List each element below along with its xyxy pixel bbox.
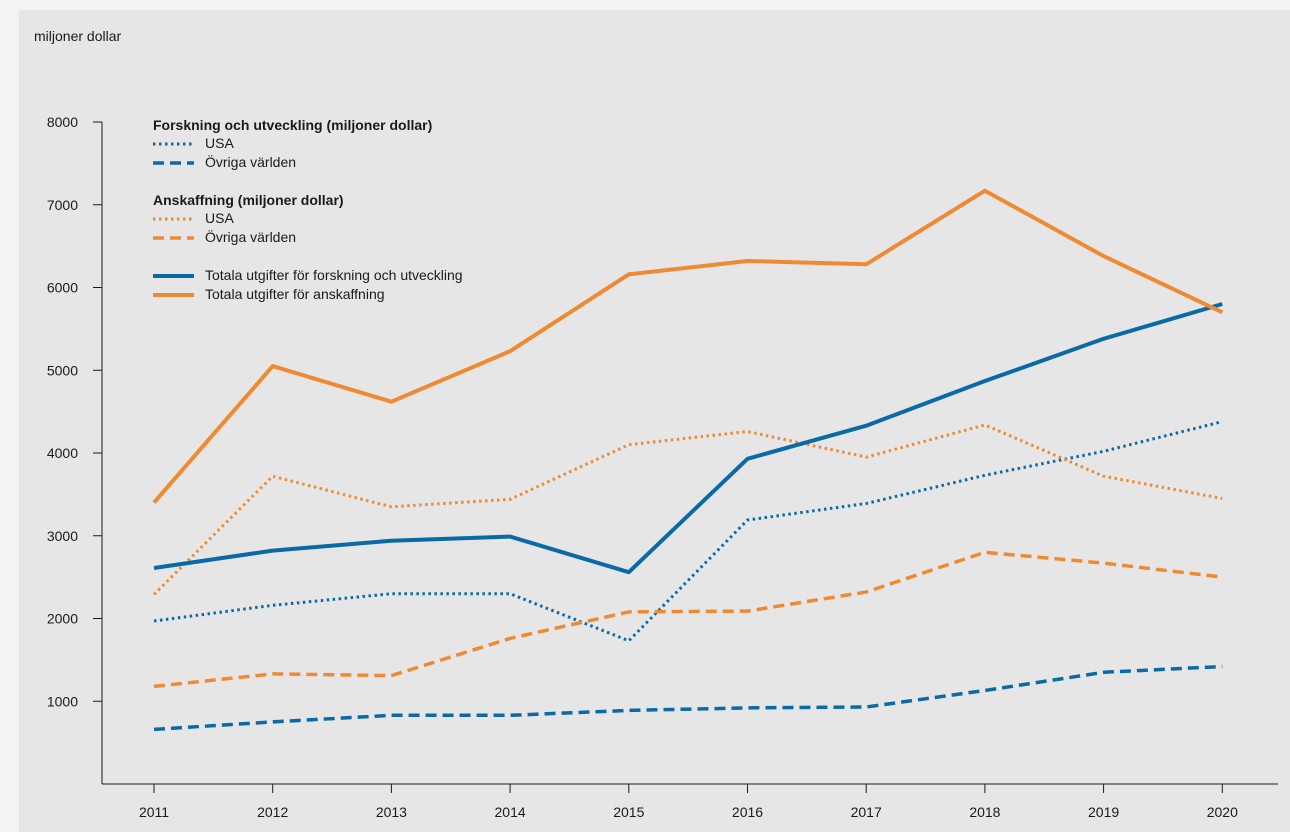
axis-ticks: 1000 2000 3000 4000 5000 6000 7000 8000 2011 2012… xyxy=(47,114,1238,820)
legend-label: Totala utgifter för anskaffning xyxy=(205,286,385,302)
series-line-4 xyxy=(153,302,1223,575)
series-line-5 xyxy=(152,188,1224,504)
legend-label: USA xyxy=(205,210,234,226)
legend-heading: Forskning och utveckling (miljoner dolla… xyxy=(153,117,432,133)
y-tick-label: 6000 xyxy=(47,280,78,296)
x-tick-label: 2020 xyxy=(1207,804,1238,820)
legend-label: USA xyxy=(205,135,234,151)
legend-label: Totala utgifter för forskning och utveck… xyxy=(205,267,463,283)
x-tick-label: 2019 xyxy=(1088,804,1119,820)
x-tick-label: 2012 xyxy=(257,804,288,820)
y-tick-label: 2000 xyxy=(47,611,78,627)
x-tick-label: 2014 xyxy=(495,804,526,820)
y-tick-label: 5000 xyxy=(47,362,78,378)
x-tick-label: 2013 xyxy=(376,804,407,820)
y-tick-label: 7000 xyxy=(47,197,78,213)
x-tick-label: 2011 xyxy=(139,804,169,820)
x-tick-label: 2015 xyxy=(613,804,644,820)
x-tick-label: 2018 xyxy=(969,804,1000,820)
y-tick-label: 8000 xyxy=(47,114,78,130)
series-line-0 xyxy=(153,420,1223,643)
y-tick-label: 4000 xyxy=(47,445,78,461)
series-line-2 xyxy=(152,423,1223,596)
legend: Forskning och utveckling (miljoner dolla… xyxy=(153,117,463,302)
x-tick-label: 2017 xyxy=(851,804,882,820)
x-tick-label: 2016 xyxy=(732,804,763,820)
series-line-1 xyxy=(153,664,1223,732)
chart-panel xyxy=(19,10,1290,832)
legend-label: Övriga världen xyxy=(205,228,296,245)
y-tick-label: 3000 xyxy=(47,528,78,544)
legend-heading: Anskaffning (miljoner dollar) xyxy=(153,192,344,208)
legend-label: Övriga världen xyxy=(205,153,296,170)
y-tick-label: 1000 xyxy=(47,693,78,709)
series-line-3 xyxy=(153,550,1223,689)
series-lines xyxy=(152,188,1224,732)
y-axis-unit-label: miljoner dollar xyxy=(34,28,122,44)
